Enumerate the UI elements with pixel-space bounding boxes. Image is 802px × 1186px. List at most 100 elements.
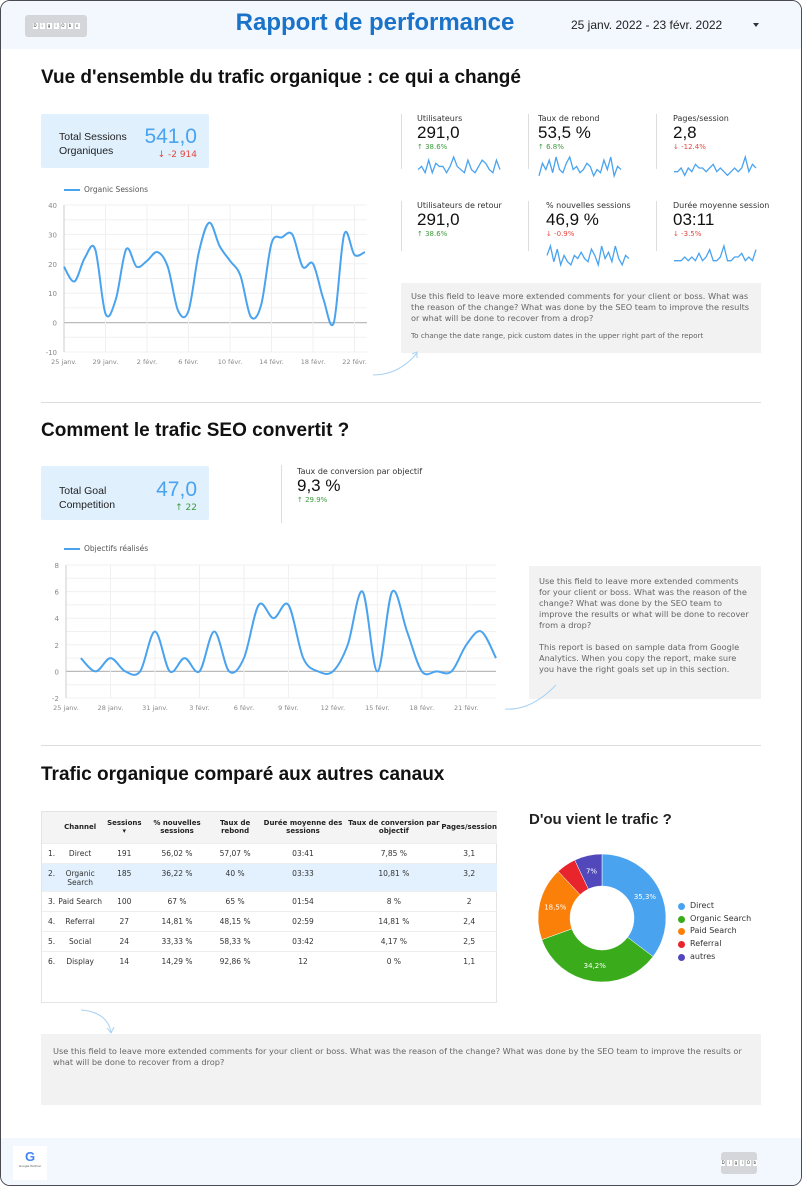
x-tick-label: 22 févr. <box>342 358 367 366</box>
arrow-icon <box>372 351 418 376</box>
table-cell: 57,07 % <box>210 842 260 863</box>
table-cell: 01:54 <box>259 890 347 911</box>
legend-item[interactable]: Referral <box>678 938 751 951</box>
legend-dot-icon <box>678 915 685 923</box>
y-tick-label: 6 <box>55 589 60 597</box>
x-tick-label: 12 févr. <box>321 704 346 712</box>
page-title: Rapport de performance <box>235 9 515 36</box>
x-tick-label: 25 janv. <box>51 358 77 366</box>
pie-legend: Direct Organic Search Paid Search Referral a… <box>678 900 751 964</box>
table-row[interactable]: 6. Display 14 14,29 % 92,86 % 12 0 % 1,1 <box>42 950 497 971</box>
sparkline <box>538 155 622 179</box>
table-cell: 33,33 % <box>143 930 211 951</box>
table-cell: Paid Search <box>55 890 106 911</box>
table-cell: Organic Search <box>55 862 106 891</box>
y-tick-label: 10 <box>48 290 57 298</box>
sparkline-line <box>674 155 757 177</box>
slice-label: 35,3% <box>634 893 657 901</box>
legend-item[interactable]: Direct <box>678 900 751 913</box>
chevron-down-icon[interactable] <box>753 23 759 27</box>
sparkline-line <box>538 155 622 179</box>
series-line <box>63 221 366 327</box>
table-cell: 2 <box>441 890 497 911</box>
section-title-conversion: Comment le trafic SEO convertit ? <box>41 420 350 441</box>
google-icon: G <box>24 1149 36 1164</box>
table-cell: 8 % <box>346 890 442 911</box>
x-tick-label: 25 janv. <box>53 704 79 712</box>
kpi-label: Total Goal Competition <box>59 485 116 511</box>
table-cell: 12 <box>259 950 347 971</box>
chart2-legend: Objectifs réalisés <box>64 544 148 553</box>
table-cell: 2,4 <box>441 910 497 931</box>
kpi-label: Total Sessions Organiques <box>59 131 127 157</box>
divider <box>401 114 402 169</box>
table-cell: 6. <box>42 950 56 971</box>
table-cell: 56,02 % <box>143 842 211 863</box>
scorecard: Pages/session 2,8 ↓ -12.4% <box>673 114 757 181</box>
table-cell: 191 <box>105 842 144 863</box>
table-cell: Display <box>55 950 106 971</box>
table-cell: 92,86 % <box>210 950 260 971</box>
table-cell: 185 <box>105 862 144 891</box>
table-cell: 27 <box>105 910 144 931</box>
table-cell: 3. <box>42 890 56 911</box>
table-row[interactable]: 1. Direct 191 56,02 % 57,07 % 03:41 7,85 % 3,1 <box>42 842 497 863</box>
y-tick-label: -10 <box>46 349 57 357</box>
scorecard-label: Utilisateurs <box>417 114 463 123</box>
table-cell: 7,85 % <box>346 842 442 863</box>
pie-slice <box>574 853 603 890</box>
y-tick-label: 30 <box>48 231 57 239</box>
arrow-icon <box>80 1009 115 1034</box>
sparkline <box>417 155 501 175</box>
divider <box>401 201 402 251</box>
scorecard-value: 03:11 <box>673 210 715 229</box>
x-tick-label: 18 févr. <box>301 358 326 366</box>
x-tick-label: 9 févr. <box>278 704 298 712</box>
table-row[interactable]: 2. Organic Search 185 36,22 % 40 % 03:33 10,81… <box>42 862 497 891</box>
x-tick-label: 29 janv. <box>93 358 119 366</box>
table-cell: 14 <box>105 950 144 971</box>
legend-item[interactable]: Organic Search <box>678 913 751 926</box>
column-header[interactable]: Sessions ▾ <box>105 812 144 843</box>
divider <box>528 114 529 169</box>
scorecard-label: Pages/session <box>673 114 729 123</box>
table-cell: 14,81 % <box>143 910 211 931</box>
table-cell: 2. <box>42 862 56 891</box>
legend-item[interactable]: Paid Search <box>678 925 751 938</box>
x-tick-label: 3 févr. <box>189 704 209 712</box>
divider <box>656 201 657 251</box>
scorecard-delta: ↑ 6.8% <box>538 143 564 151</box>
kpi-value: 47,0 <box>156 478 197 501</box>
pie-title: D'ou vient le trafic ? <box>529 811 672 828</box>
table-cell: 58,33 % <box>210 930 260 951</box>
divider <box>281 465 282 523</box>
table-row[interactable]: 4. Referral 27 14,81 % 48,15 % 02:59 14,81 % 2,… <box>42 910 497 931</box>
column-header <box>42 812 56 843</box>
x-tick-label: 15 févr. <box>365 704 390 712</box>
x-tick-label: 10 févr. <box>218 358 243 366</box>
pie-slice <box>601 853 667 957</box>
column-header: Durée moyenne des sessions <box>259 812 347 843</box>
legend-item[interactable]: autres <box>678 951 751 964</box>
divider <box>528 201 529 251</box>
date-range-picker[interactable]: 25 janv. 2022 - 23 févr. 2022 <box>571 18 723 32</box>
series-line <box>80 589 497 676</box>
table-cell: 4. <box>42 910 56 931</box>
x-tick-label: 18 févr. <box>410 704 435 712</box>
x-tick-label: 6 févr. <box>234 704 254 712</box>
comment-box[interactable]: Use this field to leave more extended co… <box>529 566 761 699</box>
table-cell: 03:41 <box>259 842 347 863</box>
table-row[interactable]: 5. Social 24 33,33 % 58,33 % 03:42 4,17 % 2,5 <box>42 930 497 951</box>
comment-text: Use this field to leave more extended co… <box>539 576 749 630</box>
table-cell: 03:33 <box>259 862 347 891</box>
sparkline <box>546 244 630 268</box>
table-row[interactable]: 3. Paid Search 100 67 % 65 % 01:54 8 % 2 <box>42 890 497 911</box>
legend-dot-icon <box>678 940 685 948</box>
x-tick-label: 6 févr. <box>178 358 198 366</box>
comment-box[interactable]: Use this field to leave more extended co… <box>401 283 761 353</box>
google-partner-badge: G Google Partner <box>13 1146 47 1180</box>
comment-box[interactable]: Use this field to leave more extended co… <box>41 1034 761 1105</box>
